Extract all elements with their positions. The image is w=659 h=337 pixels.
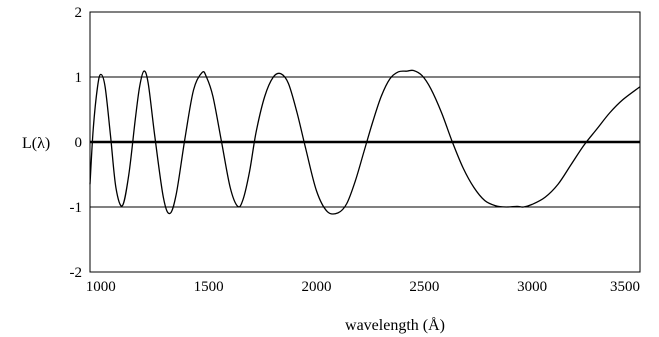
x-tick-label: 1000 [86, 279, 116, 295]
x-tick-labels: 1000 1500 2000 2500 3000 3500 [86, 279, 640, 295]
y-tick-label: 1 [75, 70, 83, 86]
y-tick-labels: -2 -1 0 1 2 [70, 5, 83, 281]
y-axis-label: L(λ) [22, 135, 50, 152]
y-tick-label: -2 [70, 265, 83, 281]
y-tick-label: 0 [75, 135, 83, 151]
x-axis-label: wavelength (Å) [345, 316, 445, 334]
y-tick-label: 2 [75, 5, 83, 21]
x-tick-label: 3500 [610, 279, 640, 295]
grid-lines [90, 76, 640, 208]
x-tick-label: 3000 [517, 279, 547, 295]
x-tick-label: 2000 [301, 279, 331, 295]
x-tick-label: 1500 [194, 279, 224, 295]
series-layer [89, 69, 641, 215]
series-line-0 [89, 69, 641, 215]
plot-frame [89, 11, 641, 273]
y-tick-label: -1 [70, 200, 83, 216]
x-tick-label: 2500 [409, 279, 439, 295]
